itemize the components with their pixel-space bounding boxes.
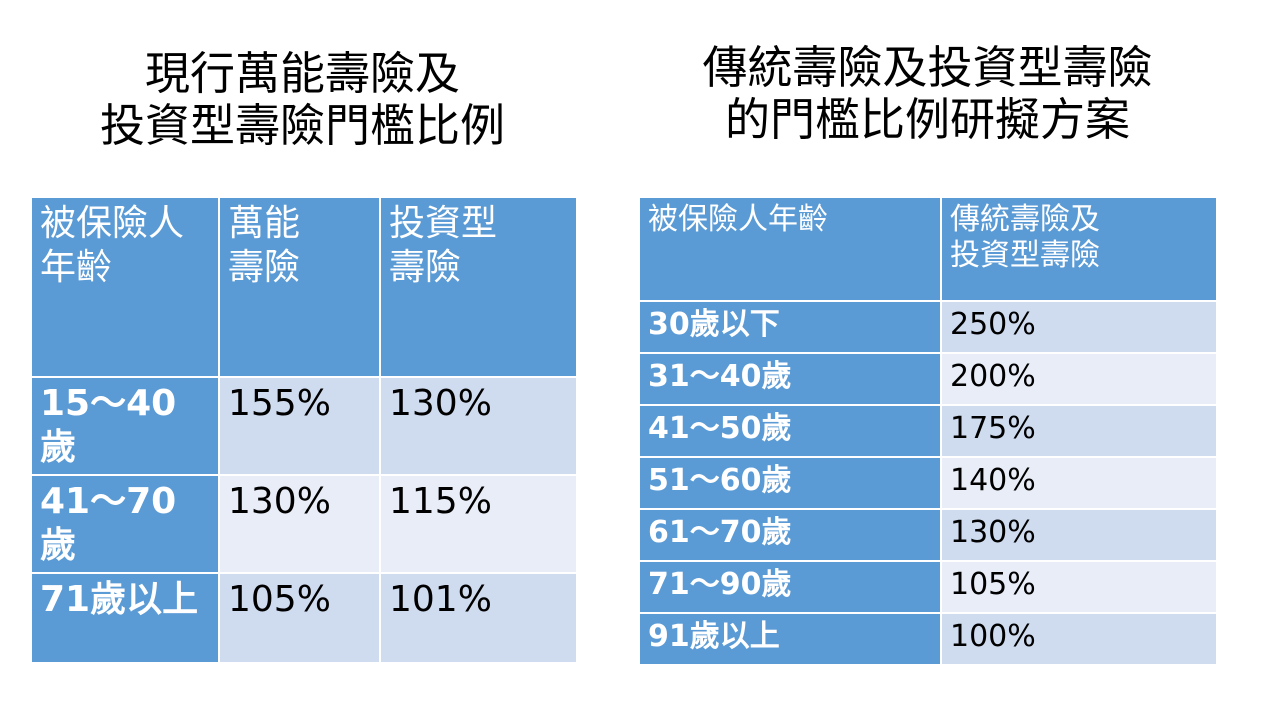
value-cell: 101% bbox=[379, 572, 578, 664]
table-row: 71歲以上 105% 101% bbox=[30, 572, 578, 664]
table-row: 71～90歲 105% bbox=[638, 560, 1218, 614]
table-header-row: 被保險人 年齡 萬能 壽險 投資型 壽險 bbox=[30, 196, 578, 378]
header-line: 壽險 bbox=[389, 247, 462, 288]
header-line: 被保險人 bbox=[40, 203, 185, 244]
left-title-line1: 現行萬能壽險及 bbox=[144, 47, 460, 100]
table-row: 30歲以下 250% bbox=[638, 300, 1218, 354]
table-row: 31～40歲 200% bbox=[638, 352, 1218, 406]
header-cell-age: 被保險人 年齡 bbox=[30, 196, 220, 378]
table-row: 91歲以上 100% bbox=[638, 612, 1218, 666]
age-cell: 30歲以下 bbox=[638, 300, 942, 354]
age-cell: 15～40歲 bbox=[30, 376, 220, 476]
table-row: 51～60歲 140% bbox=[638, 456, 1218, 510]
table-row: 61～70歲 130% bbox=[638, 508, 1218, 562]
header-line: 年齡 bbox=[40, 247, 113, 288]
right-title-line2: 的門檻比例研擬方案 bbox=[724, 93, 1130, 146]
header-cell-traditional-and-investment: 傳統壽險及 投資型壽險 bbox=[940, 196, 1218, 302]
age-cell: 41～70歲 bbox=[30, 474, 220, 574]
header-cell-universal-life: 萬能 壽險 bbox=[218, 196, 381, 378]
header-line: 投資型 bbox=[389, 203, 498, 244]
value-cell: 140% bbox=[940, 456, 1218, 510]
value-cell: 200% bbox=[940, 352, 1218, 406]
left-title-line2: 投資型壽險門檻比例 bbox=[99, 99, 505, 152]
proposed-threshold-table: 被保險人年齡 傳統壽險及 投資型壽險 30歲以下 250% 31～40歲 200… bbox=[638, 196, 1218, 666]
age-cell: 51～60歲 bbox=[638, 456, 942, 510]
value-cell: 130% bbox=[218, 474, 381, 574]
value-cell: 175% bbox=[940, 404, 1218, 458]
value-cell: 100% bbox=[940, 612, 1218, 666]
age-cell: 71歲以上 bbox=[30, 572, 220, 664]
value-cell: 250% bbox=[940, 300, 1218, 354]
age-cell: 31～40歲 bbox=[638, 352, 942, 406]
header-cell-investment-linked: 投資型 壽險 bbox=[379, 196, 578, 378]
value-cell: 130% bbox=[940, 508, 1218, 562]
value-cell: 105% bbox=[218, 572, 381, 664]
table-row: 15～40歲 155% 130% bbox=[30, 376, 578, 476]
value-cell: 155% bbox=[218, 376, 381, 476]
right-title: 傳統壽險及投資型壽險 的門檻比例研擬方案 bbox=[640, 42, 1215, 146]
header-cell-age: 被保險人年齡 bbox=[638, 196, 942, 302]
current-threshold-table: 被保險人 年齡 萬能 壽險 投資型 壽險 15～40歲 155% 130% 41… bbox=[30, 196, 578, 664]
left-title: 現行萬能壽險及 投資型壽險門檻比例 bbox=[30, 48, 575, 152]
table-header-row: 被保險人年齡 傳統壽險及 投資型壽險 bbox=[638, 196, 1218, 302]
table-row: 41～70歲 130% 115% bbox=[30, 474, 578, 574]
header-line: 萬能 bbox=[228, 203, 301, 244]
age-cell: 91歲以上 bbox=[638, 612, 942, 666]
header-line: 被保險人年齡 bbox=[648, 202, 828, 237]
value-cell: 130% bbox=[379, 376, 578, 476]
table-row: 41～50歲 175% bbox=[638, 404, 1218, 458]
right-title-line1: 傳統壽險及投資型壽險 bbox=[702, 41, 1153, 94]
header-line: 傳統壽險及 bbox=[950, 202, 1100, 237]
age-cell: 61～70歲 bbox=[638, 508, 942, 562]
value-cell: 115% bbox=[379, 474, 578, 574]
age-cell: 71～90歲 bbox=[638, 560, 942, 614]
header-line: 投資型壽險 bbox=[950, 238, 1100, 273]
age-cell: 41～50歲 bbox=[638, 404, 942, 458]
header-line: 壽險 bbox=[228, 247, 301, 288]
value-cell: 105% bbox=[940, 560, 1218, 614]
